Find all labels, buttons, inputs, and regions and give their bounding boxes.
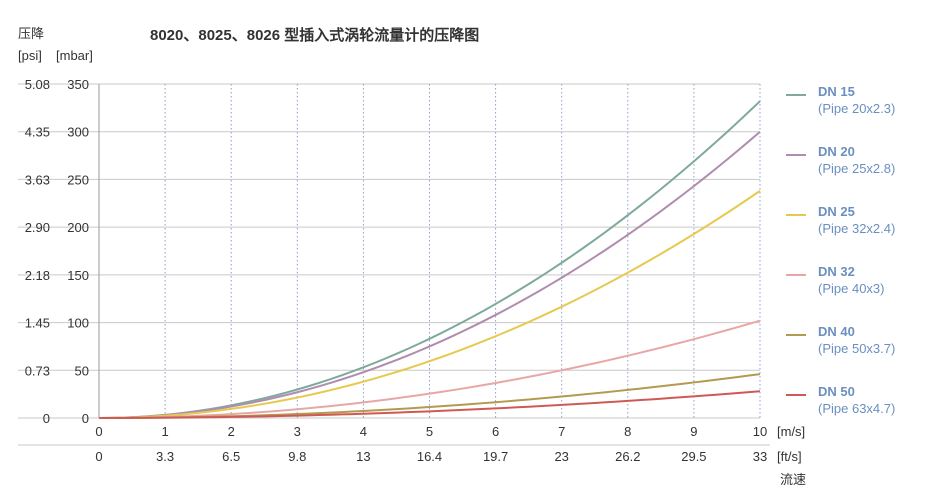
series-line [98, 390, 761, 419]
y-tick-mbar: 200 [67, 220, 89, 235]
y-tick-psi: 0 [43, 411, 50, 426]
legend-series-name: DN 50 [818, 384, 855, 399]
legend-pipe-size: (Pipe 20x2.3) [818, 101, 895, 116]
y-tick-psi: 0.73 [25, 363, 50, 378]
series-line [98, 319, 761, 419]
x-axis-label: 流速 [780, 472, 806, 487]
x-tick-fts: 0 [95, 449, 102, 464]
y-tick-psi: 2.90 [25, 220, 50, 235]
legend-pipe-size: (Pipe 63x4.7) [818, 401, 895, 416]
y-tick-psi: 1.45 [25, 316, 50, 331]
legend-pipe-size: (Pipe 25x2.8) [818, 161, 895, 176]
legend-pipe-size: (Pipe 50x3.7) [818, 341, 895, 356]
y-tick-mbar: 50 [75, 363, 89, 378]
series-lines [98, 100, 761, 419]
axes: 00500.731001.451502.182002.902503.633004… [18, 77, 770, 464]
legend: DN 15 (Pipe 20x2.3) DN 20 (Pipe 25x2.8) DN 2… [786, 84, 895, 416]
x-tick-fts: 26.2 [615, 449, 640, 464]
x-tick-ms: 0 [95, 424, 102, 439]
legend-series-name: DN 25 [818, 204, 855, 219]
y-tick-mbar: 350 [67, 77, 89, 92]
x-tick-ms: 3 [294, 424, 301, 439]
y-axis-label: 压降 [18, 26, 44, 41]
x-tick-ms: 9 [690, 424, 697, 439]
y-tick-psi: 2.18 [25, 268, 50, 283]
legend-pipe-size: (Pipe 32x2.4) [818, 221, 895, 236]
legend-series-name: DN 32 [818, 264, 855, 279]
y-tick-psi: 5.08 [25, 77, 50, 92]
x-unit-fts: [ft/s] [777, 449, 802, 464]
y-tick-mbar: 250 [67, 172, 89, 187]
x-tick-fts: 3.3 [156, 449, 174, 464]
x-tick-ms: 1 [161, 424, 168, 439]
x-tick-fts: 16.4 [417, 449, 442, 464]
x-tick-ms: 2 [228, 424, 235, 439]
x-tick-fts: 6.5 [222, 449, 240, 464]
y-tick-mbar: 100 [67, 316, 89, 331]
x-unit-ms: [m/s] [777, 424, 805, 439]
y-tick-mbar: 300 [67, 125, 89, 140]
x-tick-fts: 29.5 [681, 449, 706, 464]
legend-series-name: DN 40 [818, 324, 855, 339]
x-tick-ms: 8 [624, 424, 631, 439]
x-tick-ms: 4 [360, 424, 367, 439]
legend-pipe-size: (Pipe 40x3) [818, 281, 884, 296]
legend-series-name: DN 15 [818, 84, 855, 99]
y-unit-psi: [psi] [18, 48, 42, 63]
x-tick-ms: 5 [426, 424, 433, 439]
x-tick-fts: 9.8 [288, 449, 306, 464]
y-tick-psi: 3.63 [25, 172, 50, 187]
series-line [98, 190, 761, 419]
series-line [98, 130, 761, 419]
y-tick-mbar: 0 [82, 411, 89, 426]
chart-title: 8020、8025、8026 型插入式涡轮流量计的压降图 [150, 26, 479, 44]
x-tick-fts: 19.7 [483, 449, 508, 464]
x-tick-fts: 13 [356, 449, 370, 464]
grid [18, 83, 761, 419]
x-tick-ms: 10 [753, 424, 767, 439]
y-tick-psi: 4.35 [25, 125, 50, 140]
y-tick-mbar: 150 [67, 268, 89, 283]
x-tick-ms: 7 [558, 424, 565, 439]
x-tick-fts: 33 [753, 449, 767, 464]
x-tick-ms: 6 [492, 424, 499, 439]
legend-series-name: DN 20 [818, 144, 855, 159]
x-tick-fts: 23 [554, 449, 568, 464]
y-unit-mbar: [mbar] [56, 48, 93, 63]
